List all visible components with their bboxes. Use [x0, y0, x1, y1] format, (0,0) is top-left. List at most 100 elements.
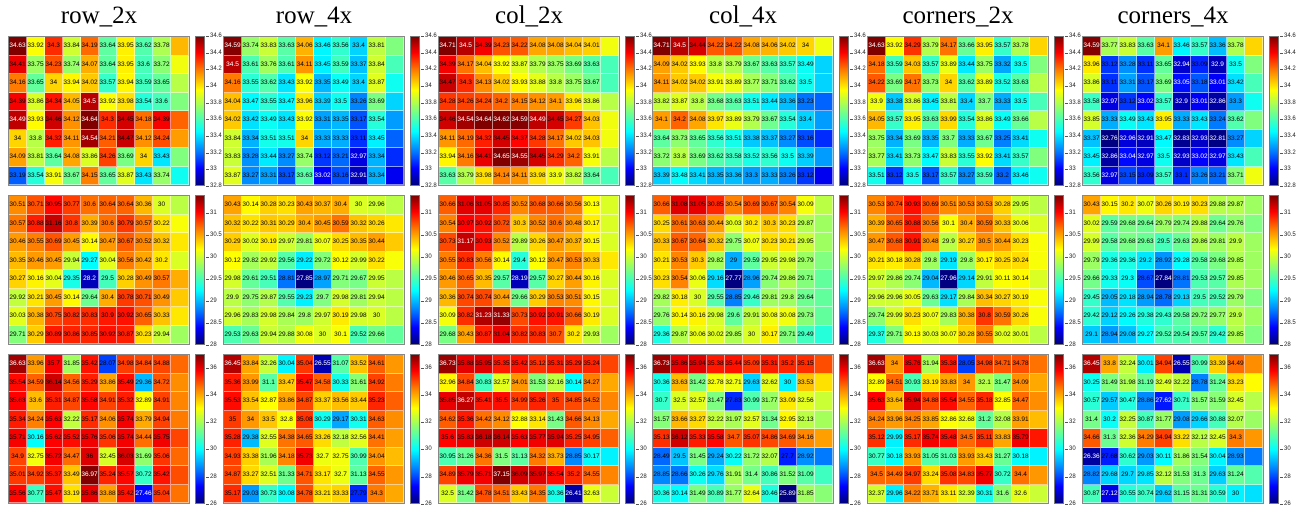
heatmap-cell: 32.1: [976, 373, 994, 392]
heatmap-cell: 29.63: [242, 325, 260, 344]
heatmap-cell: [601, 166, 619, 185]
heatmap-cell: 31.05: [475, 196, 493, 215]
heatmap-cell: 34.92: [27, 466, 45, 485]
heatmap-cell: 34.71: [994, 355, 1012, 374]
heatmap-cell: 33.95: [117, 55, 135, 74]
heatmap-cell: 33.86: [27, 92, 45, 111]
heatmap-cell: 34.64: [81, 111, 99, 130]
heatmap-cell: 30.13: [904, 325, 922, 344]
heatmap-cell: 30.85: [707, 196, 725, 215]
colorbar-tick-label: 33.4: [1280, 133, 1296, 139]
heatmap-cell: 33.34: [368, 148, 386, 167]
heatmap-cell: 30.14: [671, 307, 689, 326]
heatmap-cell: 34.45: [493, 129, 511, 148]
heatmap-cell: 31.34: [761, 410, 779, 429]
heatmap-cell: 30.83: [457, 251, 475, 270]
heatmap-panel: 36.73 35.88 35.95 35.35 35.42 35.12 35.31 35.29…: [438, 354, 620, 504]
heatmap-cell: 34.45: [529, 148, 547, 167]
heatmap-cell: 33.31: [1119, 74, 1137, 93]
heatmap-cell: 29.23: [296, 288, 314, 307]
heatmap-cell: 33.23: [797, 92, 815, 111]
heatmap-cell: 26.41: [565, 484, 583, 503]
heatmap-cell: 34.03: [904, 55, 922, 74]
heatmap-cell: 32.18: [332, 429, 350, 448]
heatmap-cell: 32.57: [493, 373, 511, 392]
heatmap-cell: 33.7: [940, 129, 958, 148]
heatmap-cell: 30.14: [1012, 270, 1030, 289]
heatmap-cell: 28.66: [671, 466, 689, 485]
heatmap-cell: 33.09: [1191, 55, 1209, 74]
heatmap-cell: 33.84: [63, 37, 81, 56]
colorbar-tick-label: 33.4: [206, 133, 222, 139]
heatmap-cell: 34.88: [153, 355, 171, 374]
heatmap-cell: 31.57: [653, 410, 671, 429]
heatmap-cell: 33.76: [260, 55, 278, 74]
heatmap-cell: 30.6: [81, 196, 99, 215]
colorbar-tick-label: 34.4: [421, 49, 437, 56]
heatmap-cell: 33.33: [332, 129, 350, 148]
colorbar-tick-label: 26: [421, 501, 432, 507]
heatmap-cell: 33.37: [761, 129, 779, 148]
heatmap-cell: 33.4: [350, 74, 368, 93]
heatmap-cell: 34.01: [583, 37, 601, 56]
colorbar-tick-label: 31: [636, 209, 647, 216]
heatmap-cell: [601, 214, 619, 233]
heatmap-cell: 33.01: [1209, 74, 1227, 93]
heatmap-cell: 35.42: [153, 466, 171, 485]
heatmap-cell: 29.66: [1083, 270, 1101, 289]
heatmap-cell: 29.71: [779, 325, 797, 344]
heatmap-cell: 27.7: [779, 447, 797, 466]
colorbar-tick-label: 33.2: [206, 149, 222, 156]
heatmap-cell: 30.83: [529, 325, 547, 344]
heatmap-cell: 35.53: [224, 392, 242, 411]
heatmap-cell: [386, 251, 404, 270]
heatmap-cell: 34.29: [904, 37, 922, 56]
heatmap-cell: 33.33: [958, 129, 976, 148]
heatmap-cell: 33.92: [99, 92, 117, 111]
heatmap-cell: 32.55: [260, 429, 278, 448]
heatmap-cell: 32.94: [1173, 55, 1191, 74]
heatmap-cell: [1030, 325, 1048, 344]
heatmap-cell: 35.06: [99, 429, 117, 448]
heatmap-cell: 34.37: [511, 129, 529, 148]
heatmap-cell: 29.58: [1101, 233, 1119, 252]
heatmap-cell: 33.12: [797, 166, 815, 185]
heatmap-cell: 32.93: [1191, 129, 1209, 148]
heatmap-cell: 35.13: [653, 429, 671, 448]
heatmap-cell: 33.17: [1137, 74, 1155, 93]
heatmap-cell: [815, 37, 833, 56]
heatmap-cell: 35.63: [511, 429, 529, 448]
colorbar-tick-label: 29: [636, 297, 647, 304]
heatmap-cell: 30.77: [27, 484, 45, 503]
heatmap-cell: 33.63: [725, 92, 743, 111]
heatmap-cell: 32.49: [1155, 373, 1173, 392]
heatmap-cell: 30.46: [9, 233, 27, 252]
heatmap-cell: 36.73: [439, 355, 457, 374]
heatmap-cell: 29.63: [922, 288, 940, 307]
heatmap-cell: 30.08: [761, 307, 779, 326]
heatmap-cell: 31.86: [1173, 447, 1191, 466]
heatmap-cell: 25.89: [779, 484, 797, 503]
heatmap-cell: [171, 233, 189, 252]
heatmap-cell: 33.93: [904, 447, 922, 466]
heatmap-cell: 30.23: [904, 307, 922, 326]
heatmap-cell: 30.36: [135, 196, 153, 215]
heatmap-cell: 34.17: [457, 55, 475, 74]
heatmap-cell: 35.86: [81, 484, 99, 503]
heatmap-cell: 33.43: [976, 447, 994, 466]
heatmap-cell: 28.49: [653, 447, 671, 466]
heatmap-cell: 29.99: [350, 251, 368, 270]
heatmap-cell: 34.04: [368, 447, 386, 466]
heatmap-cell: 30.12: [529, 251, 547, 270]
heatmap-cell: 30.26: [529, 233, 547, 252]
heatmap-cell: 35.34: [9, 410, 27, 429]
heatmap-cell: [1030, 129, 1048, 148]
colorbar-tick-label: 28: [1065, 473, 1076, 480]
heatmap-cell: 32.51: [260, 466, 278, 485]
heatmap-cell: 33.61: [278, 55, 296, 74]
heatmap-cell: 33.11: [1137, 55, 1155, 74]
heatmap-cell: 34.3: [99, 111, 117, 130]
heatmap-cell: 31.23: [475, 307, 493, 326]
heatmap-cell: 34.2: [565, 148, 583, 167]
heatmap-cell: 34: [797, 37, 815, 56]
